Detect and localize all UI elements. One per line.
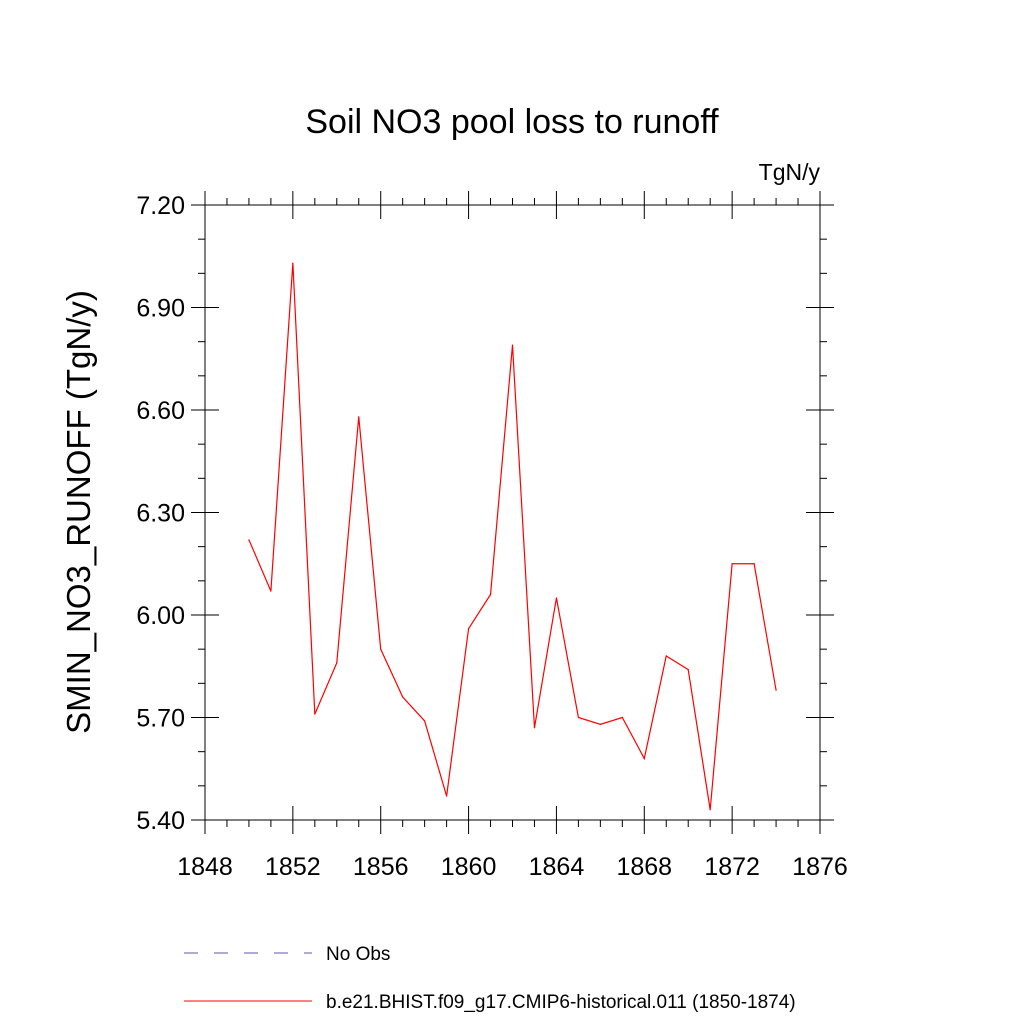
data-point (446, 795, 448, 797)
legend: No Obs b.e21.BHIST.f09_g17.CMIP6-historic… (184, 944, 796, 1013)
data-point (731, 563, 733, 565)
tick-labels: 1848 1852 1856 1860 1864 1868 1872 1876 5.40 5.70… (136, 192, 847, 881)
y-tick-label: 5.70 (136, 705, 185, 733)
y-tick-label: 6.30 (136, 500, 185, 528)
data-point (511, 344, 514, 346)
y-tick-label: 5.40 (136, 807, 185, 835)
data-point (643, 757, 645, 760)
data-point (424, 720, 426, 722)
legend-label: No Obs (326, 944, 390, 965)
y-tick-label: 6.90 (136, 295, 185, 323)
units-label: TgN/y (759, 159, 821, 185)
data-point (314, 713, 316, 715)
data-point (753, 563, 755, 565)
x-tick-label: 1868 (616, 853, 672, 881)
y-axis-label: SMIN_NO3_RUNOFF (TgN/y) (60, 290, 97, 734)
data-point (489, 593, 492, 596)
data-point (292, 262, 294, 264)
chart-title: Soil NO3 pool loss to runoff (305, 103, 719, 141)
data-point (248, 539, 250, 541)
data-point (380, 648, 382, 650)
x-tick-label: 1876 (792, 853, 848, 881)
data-point (336, 662, 338, 664)
data-point (709, 809, 711, 811)
data-point (621, 716, 623, 719)
y-tick-label: 6.60 (136, 397, 185, 425)
data-point (599, 723, 601, 725)
data-point (270, 590, 272, 592)
data-point (358, 416, 360, 418)
data-point (533, 727, 536, 729)
legend-label: b.e21.BHIST.f09_g17.CMIP6-historical.011… (326, 992, 796, 1013)
y-tick-label: 7.20 (136, 192, 185, 220)
plot-frame (204, 204, 821, 821)
y-tick-label: 6.00 (136, 602, 185, 630)
axis-ticks (191, 191, 834, 834)
x-tick-label: 1856 (353, 853, 409, 881)
data-point (687, 669, 689, 671)
data-point (555, 597, 558, 599)
data-point (775, 689, 777, 691)
data-point (577, 716, 579, 719)
x-tick-label: 1864 (529, 853, 585, 881)
data-point (467, 628, 470, 630)
data-point (665, 655, 667, 657)
x-tick-label: 1872 (704, 853, 760, 881)
x-tick-label: 1860 (441, 853, 497, 881)
x-tick-label: 1848 (177, 853, 233, 881)
data-point (402, 696, 404, 698)
x-tick-label: 1852 (265, 853, 321, 881)
series-layer (248, 262, 777, 811)
